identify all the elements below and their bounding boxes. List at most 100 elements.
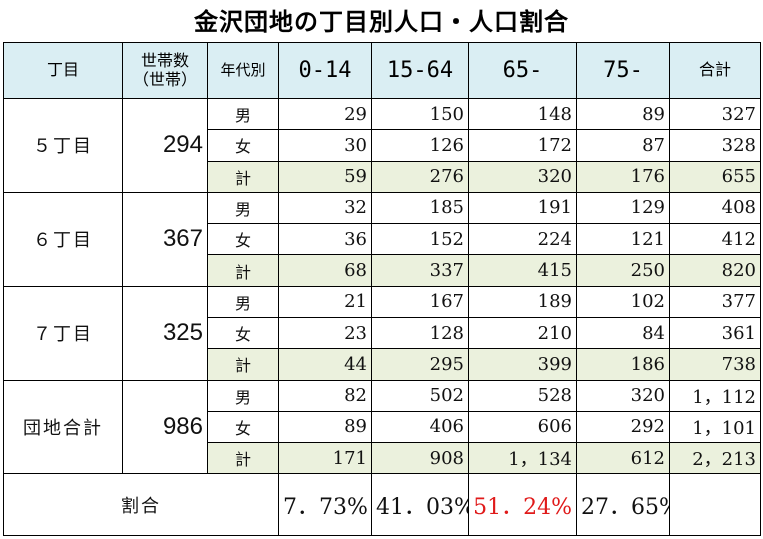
- ratio-age-75: 27．65%: [576, 473, 670, 536]
- table-row: 女 89 406 606 292 1，101: [4, 410, 761, 444]
- cell-male-total: 1，112: [669, 379, 761, 412]
- cell-female-total: 412: [669, 223, 761, 256]
- cell-female-age-15-64: 406: [371, 410, 469, 444]
- cell-female-total: 328: [669, 129, 761, 162]
- header-age-group: 年代別: [207, 42, 279, 99]
- block-name: ６丁目: [3, 191, 123, 287]
- cell-male-total: 327: [669, 97, 761, 131]
- cell-female-age-0-14: 36: [278, 223, 372, 256]
- cell-female-age-15-64: 152: [371, 223, 469, 256]
- ratio-age-15-64: 41．03%: [371, 473, 469, 536]
- cell-male-age-65: 528: [468, 379, 577, 412]
- cell-total-age-0-14: 171: [278, 442, 372, 475]
- cell-female-age-75: 121: [576, 223, 670, 256]
- cell-male-age-15-64: 502: [371, 379, 469, 412]
- sex-label-subtotal: 計: [207, 442, 279, 475]
- cell-total-age-0-14: 59: [278, 160, 372, 193]
- sex-label-subtotal: 計: [207, 348, 279, 381]
- cell-total-age-65: 320: [468, 160, 577, 193]
- cell-male-age-0-14: 82: [278, 379, 372, 412]
- sex-label-female: 女: [207, 223, 279, 256]
- cell-female-total: 361: [669, 316, 761, 350]
- header-households: 世帯数 （世帯）: [122, 42, 208, 99]
- cell-total-total: 655: [669, 160, 761, 193]
- sex-label-male: 男: [207, 285, 279, 318]
- cell-male-age-65: 148: [468, 97, 577, 131]
- cell-male-age-75: 102: [576, 285, 670, 318]
- cell-male-age-65: 189: [468, 285, 577, 318]
- cell-male-age-75: 89: [576, 97, 670, 131]
- ratio-age-0-14: 7．73%: [278, 473, 372, 536]
- table-row: 計 44 295 399 186 738: [4, 348, 761, 381]
- sex-label-subtotal: 計: [207, 160, 279, 193]
- sex-label-female: 女: [207, 129, 279, 162]
- cell-female-age-65: 224: [468, 223, 577, 256]
- cell-female-age-75: 292: [576, 410, 670, 444]
- table-row: 計 59 276 320 176 655: [4, 160, 761, 193]
- table-row: ７丁目 325 男 21 167 189 102 377: [3, 285, 761, 381]
- block-households: 294: [122, 98, 208, 193]
- cell-male-age-15-64: 167: [371, 285, 469, 318]
- table-row: 女 36 152 224 121 412: [4, 223, 761, 256]
- block-households: 367: [122, 191, 208, 287]
- sex-label-male: 男: [207, 191, 279, 225]
- header-households-line2: （世帯）: [132, 69, 197, 89]
- block-name: ７丁目: [3, 285, 123, 381]
- sex-label-male: 男: [207, 97, 279, 131]
- cell-female-age-65: 210: [468, 316, 577, 350]
- cell-total-total: 820: [669, 254, 761, 287]
- cell-female-age-65: 172: [468, 129, 577, 162]
- ratio-total-empty: [669, 473, 761, 536]
- population-table: 丁目 世帯数 （世帯） 年代別 0-14 15-64 65- 75- 合計 ５丁…: [3, 42, 761, 536]
- table-body: ５丁目 294 男 29 150 148 89 327 女 30 126 172 87 328 計 59 276…: [3, 97, 761, 536]
- table-row: 女 23 128 210 84 361: [4, 316, 761, 350]
- header-total: 合計: [669, 42, 761, 99]
- table-row: ５丁目 294 男 29 150 148 89 327: [3, 97, 761, 193]
- cell-male-total: 408: [669, 191, 761, 225]
- cell-total-age-0-14: 44: [278, 348, 372, 381]
- ratio-label: 割合: [3, 473, 279, 536]
- ratio-row: 割合7．73%41．03%51．24%27．65%: [3, 473, 761, 536]
- cell-total-total: 2，213: [669, 442, 761, 475]
- cell-total-age-75: 250: [576, 254, 670, 287]
- table-row: 女 30 126 172 87 328: [4, 129, 761, 162]
- cell-male-age-65: 191: [468, 191, 577, 225]
- sex-label-female: 女: [207, 316, 279, 350]
- cell-total-age-65: 399: [468, 348, 577, 381]
- header-row: 丁目 世帯数 （世帯） 年代別 0-14 15-64 65- 75- 合計: [3, 42, 761, 99]
- cell-total-age-75: 186: [576, 348, 670, 381]
- table-row: 計 68 337 415 250 820: [4, 254, 761, 287]
- cell-female-age-0-14: 23: [278, 316, 372, 350]
- header-households-line1: 世帯数: [140, 51, 189, 71]
- cell-female-age-75: 87: [576, 129, 670, 162]
- block-households: 986: [122, 379, 208, 475]
- header-age-0-14: 0-14: [278, 42, 372, 99]
- sex-label-female: 女: [207, 410, 279, 444]
- table-row: 計 171 908 1，134 612 2，213: [4, 442, 761, 475]
- header-age-65: 65-: [468, 42, 577, 99]
- cell-total-age-15-64: 908: [371, 442, 469, 475]
- cell-male-age-15-64: 185: [371, 191, 469, 225]
- table-row: 団地合計 986 男 82 502 528 320 1，112: [3, 379, 761, 475]
- cell-female-age-0-14: 30: [278, 129, 372, 162]
- header-district: 丁目: [3, 42, 123, 99]
- block-name: ５丁目: [3, 98, 123, 193]
- header-age-75: 75-: [576, 42, 670, 99]
- cell-total-age-65: 1，134: [468, 442, 577, 475]
- sex-label-male: 男: [207, 379, 279, 412]
- header-age-15-64: 15-64: [371, 42, 469, 99]
- cell-female-age-0-14: 89: [278, 410, 372, 444]
- cell-female-total: 1，101: [669, 410, 761, 444]
- block-name: 団地合計: [3, 379, 123, 475]
- cell-total-age-65: 415: [468, 254, 577, 287]
- ratio-age-65: 51．24%: [468, 473, 577, 536]
- cell-total-age-15-64: 295: [371, 348, 469, 381]
- sex-label-subtotal: 計: [207, 254, 279, 287]
- cell-total-age-15-64: 276: [371, 160, 469, 193]
- block-households: 325: [122, 285, 208, 381]
- cell-male-age-75: 320: [576, 379, 670, 412]
- cell-male-age-0-14: 32: [278, 191, 372, 225]
- cell-female-age-15-64: 128: [371, 316, 469, 350]
- cell-total-total: 738: [669, 348, 761, 381]
- cell-female-age-65: 606: [468, 410, 577, 444]
